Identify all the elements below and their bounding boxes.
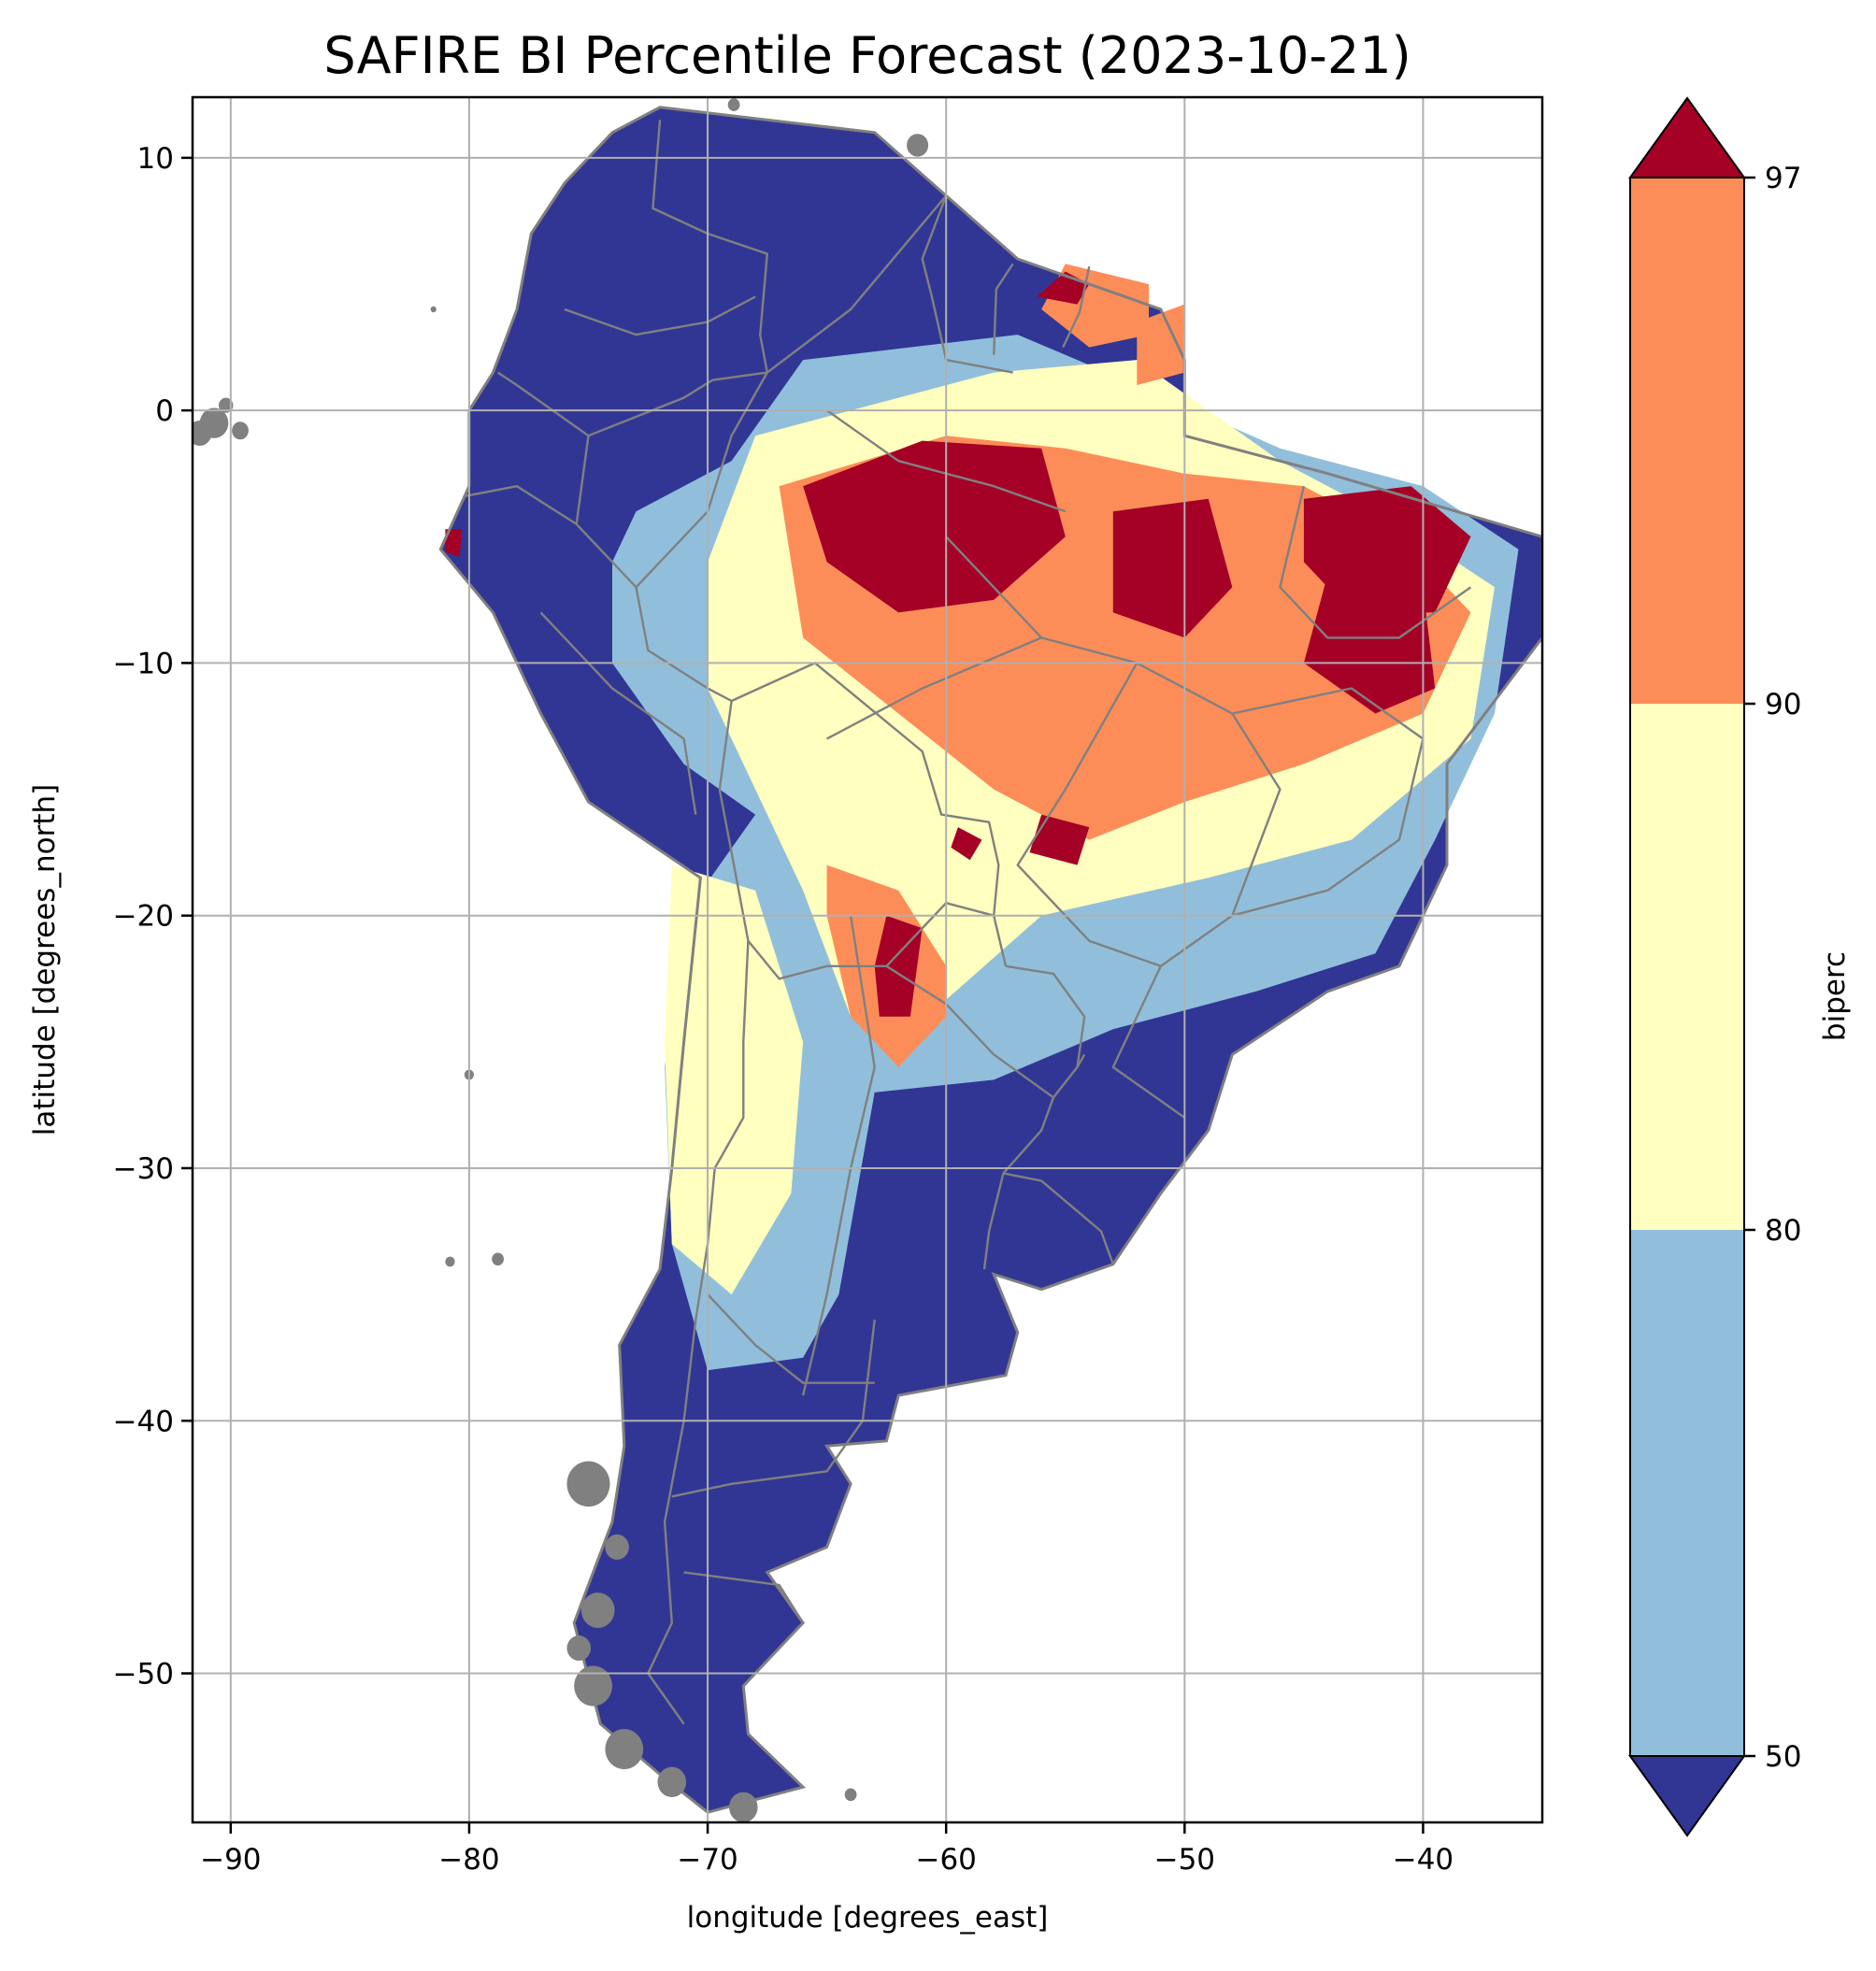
colorbar-segment-50-80 bbox=[1630, 1230, 1744, 1756]
colorbar-tick-label-90: 90 bbox=[1765, 688, 1801, 721]
border-line-1 bbox=[635, 510, 1008, 967]
border-line-5 bbox=[1005, 964, 1086, 1068]
y-tick-label: −50 bbox=[113, 1658, 174, 1692]
x-tick-label: −50 bbox=[1154, 1843, 1215, 1877]
border-line-9 bbox=[464, 485, 578, 525]
island-18 bbox=[566, 1635, 592, 1661]
island-7 bbox=[430, 306, 437, 313]
region-above-97-16 bbox=[445, 529, 463, 557]
plot-frame bbox=[191, 95, 1544, 1824]
border-line-2 bbox=[718, 700, 995, 980]
border-line-7 bbox=[1002, 1096, 1055, 1175]
border-line-11 bbox=[652, 120, 768, 373]
border-line-17 bbox=[826, 636, 1042, 740]
border-line-25 bbox=[564, 295, 756, 336]
x-axis-label: longitude [degrees_east] bbox=[687, 1901, 1049, 1935]
island-8 bbox=[907, 134, 929, 157]
border-layer bbox=[438, 106, 1542, 1814]
coastline bbox=[438, 106, 1542, 1814]
y-ticks: 10 0 −10 −20 −30 −40 −50 bbox=[113, 142, 193, 1692]
island-9 bbox=[727, 98, 740, 111]
border-line-24 bbox=[539, 611, 697, 815]
y-tick-label: −40 bbox=[113, 1405, 174, 1438]
colorbar-frame bbox=[1629, 177, 1745, 1757]
region-above-97-11 bbox=[1303, 574, 1436, 714]
region-above-97-8 bbox=[803, 440, 1066, 613]
colorbar-segment-90-97 bbox=[1630, 178, 1744, 704]
y-tick-label: 0 bbox=[155, 394, 174, 428]
colorbar-tick-label-80: 80 bbox=[1765, 1214, 1801, 1248]
colorbar: 97 90 80 50 biperc bbox=[1628, 96, 1852, 1837]
border-line-20 bbox=[1016, 662, 1162, 967]
border-line-23 bbox=[683, 1571, 805, 1624]
x-tick-label: −60 bbox=[915, 1843, 976, 1877]
border-line-16 bbox=[945, 536, 1282, 1119]
island-15 bbox=[729, 1792, 758, 1822]
island-1 bbox=[193, 421, 212, 446]
island-5 bbox=[492, 1252, 504, 1266]
region-above-97-14 bbox=[951, 827, 982, 861]
colorbar-tick-label-50: 50 bbox=[1765, 1740, 1801, 1774]
y-tick-label: −30 bbox=[113, 1152, 174, 1186]
border-line-3 bbox=[647, 940, 750, 1725]
y-tick-label: −20 bbox=[113, 900, 174, 934]
region-80-90-3 bbox=[665, 864, 804, 1295]
island-16 bbox=[844, 1788, 857, 1802]
region-above-97-13 bbox=[1029, 814, 1090, 865]
x-tick-label: −80 bbox=[438, 1843, 499, 1877]
island-6 bbox=[445, 1256, 455, 1267]
map-layer bbox=[193, 97, 1542, 1822]
x-tick-label: −70 bbox=[677, 1843, 738, 1877]
border-line-18 bbox=[1231, 687, 1425, 917]
region-90-97-7 bbox=[1137, 304, 1185, 386]
border-line-8 bbox=[575, 371, 767, 589]
y-tick-label: −10 bbox=[113, 647, 174, 680]
island-2 bbox=[232, 421, 249, 440]
border-line-12 bbox=[921, 194, 1013, 374]
y-axis-label: latitude [degrees_north] bbox=[28, 784, 62, 1135]
map-axes: −90 −80 −70 −60 −50 −40 10 0 −10 −20 −30 −40 −50 bbox=[113, 95, 1544, 1877]
border-line-22 bbox=[707, 1293, 875, 1384]
region-layer bbox=[193, 98, 1542, 1822]
border-line-21 bbox=[671, 1319, 876, 1498]
border-line-10 bbox=[496, 371, 590, 437]
island-13 bbox=[605, 1729, 644, 1770]
colorbar-tick-label-97: 97 bbox=[1765, 162, 1801, 195]
island-10 bbox=[566, 1461, 610, 1507]
border-line-14 bbox=[1062, 265, 1091, 349]
island-11 bbox=[580, 1593, 615, 1628]
island-3 bbox=[219, 397, 234, 413]
border-line-6 bbox=[982, 1172, 1114, 1270]
island-17 bbox=[605, 1534, 629, 1560]
region-above-97-9 bbox=[1112, 498, 1233, 638]
colorbar-segment-80-90 bbox=[1630, 704, 1744, 1230]
y-tick-label: 10 bbox=[137, 142, 174, 176]
x-tick-label: −40 bbox=[1393, 1843, 1454, 1877]
colorbar-label: biperc bbox=[1818, 951, 1852, 1041]
island-12 bbox=[574, 1665, 612, 1707]
grid-layer bbox=[193, 97, 1542, 1822]
x-ticks: −90 −80 −70 −60 −50 −40 bbox=[200, 1822, 1454, 1877]
chart-title: SAFIRE BI Percentile Forecast (2023-10-2… bbox=[323, 26, 1411, 85]
border-line-13 bbox=[993, 263, 1014, 355]
x-tick-label: −90 bbox=[200, 1843, 261, 1877]
